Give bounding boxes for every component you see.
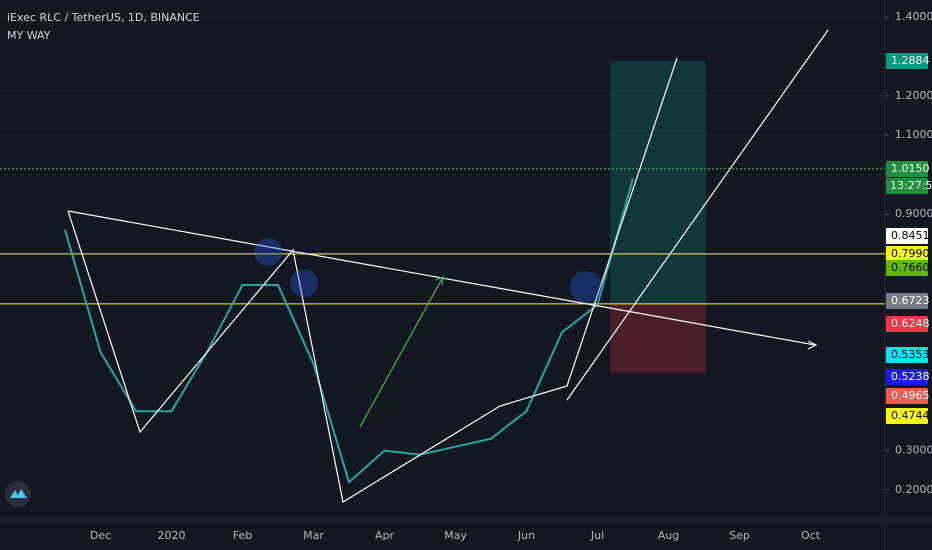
price-tag (886, 246, 928, 262)
price-tag-label: 0.4744 (891, 409, 930, 422)
price-tag-label: 0.7990 (891, 247, 930, 260)
highlight-circle (254, 238, 282, 266)
x-tick-label: Oct (801, 529, 821, 542)
y-tick-label: 1.2000 (895, 89, 932, 102)
highlights (254, 238, 602, 303)
y-tick-label: 1.4000 (895, 10, 932, 23)
x-tick-label: Jun (517, 529, 535, 542)
x-tick-label: Aug (658, 529, 679, 542)
highlight-circle (290, 269, 318, 297)
price-tag (886, 293, 928, 309)
price-tag (886, 408, 928, 424)
price-tag (886, 53, 928, 69)
price-tag-label: 0.5238 (891, 370, 930, 383)
x-tick-label: Jul (590, 529, 604, 542)
zigzag-line (67, 57, 678, 503)
position-profit (610, 60, 706, 304)
price-tag-label: 0.6248 (891, 317, 930, 330)
price-tag (886, 369, 928, 385)
drawings (67, 29, 829, 503)
x-tick-label: May (444, 529, 467, 542)
x-tick-label: Sep (729, 529, 750, 542)
trend-arrow (631, 311, 816, 346)
chart-title: iExec RLC / TetherUS, 1D, BINANCE (7, 11, 200, 24)
x-tick-label: Feb (233, 529, 252, 542)
projection-arrow (359, 276, 444, 428)
arrow-head (807, 340, 818, 350)
logo[interactable] (5, 481, 31, 507)
y-tick-label: 0.2000 (895, 483, 932, 496)
indicator-name: MY WAY (7, 29, 51, 42)
price-tag (886, 388, 928, 404)
price-tag-label: 0.7660 (891, 261, 930, 274)
price-tag-label: 1.0150 (891, 162, 930, 175)
price-tag-label: 0.4965 (891, 389, 930, 402)
price-tag-label: 0.6723 (891, 294, 930, 307)
price-line (64, 178, 634, 484)
channel-line (566, 29, 829, 401)
x-tick-label: 2020 (158, 529, 186, 542)
x-tick-label: Dec (90, 529, 111, 542)
price-tag (886, 260, 928, 276)
x-tick-label: Apr (375, 529, 395, 542)
arrow-head (435, 276, 444, 286)
price-tag-label: 0.8451 (891, 229, 930, 242)
countdown: 13:27:56 (890, 179, 932, 192)
logo-mark (10, 489, 27, 498)
price-tag (886, 347, 928, 363)
countdown-tag (886, 178, 928, 194)
price-tag (886, 161, 928, 177)
position-loss (610, 303, 706, 373)
price-tag (886, 316, 928, 332)
y-tick-label: 0.3000 (895, 444, 932, 457)
price-tag (886, 228, 928, 244)
price-tag-label: 1.2884 (891, 54, 930, 67)
y-tick-label: 1.1000 (895, 128, 932, 141)
trend-line (67, 210, 633, 313)
highlight-circle (570, 271, 602, 303)
x-tick-label: Mar (303, 529, 324, 542)
price-tag-label: 0.5353 (891, 348, 930, 361)
y-tick-label: 0.9000 (895, 207, 932, 220)
